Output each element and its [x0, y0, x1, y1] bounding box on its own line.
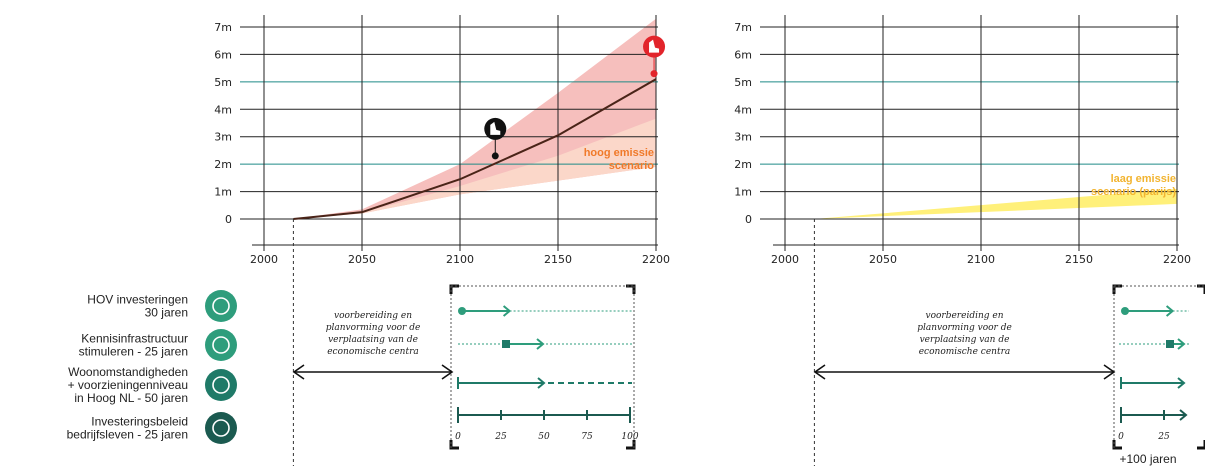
y-tick-label: 4m: [214, 103, 232, 116]
scale-tick-label: 25: [494, 432, 507, 442]
chart-left: 0 1m 2m 3m 4m 5m 6m 7m 2000 2050 2100 2150 2200 hoog …: [214, 15, 670, 466]
row-start-square: [1166, 340, 1174, 348]
tide-symbol: [649, 39, 660, 53]
y-tick-label: 0: [745, 213, 752, 226]
money-icon: [205, 412, 237, 444]
prep-text: economische centra: [327, 347, 419, 357]
marker-point: [650, 70, 658, 78]
row-start-dot: [458, 307, 466, 315]
x-tick-label: 2000: [771, 253, 799, 266]
measure-label: bedrijfsleven - 25 jaren: [67, 428, 188, 442]
bracket-corner: [1197, 284, 1205, 294]
scale-tick-label: 100: [621, 432, 638, 442]
tide-symbol: [490, 121, 501, 135]
arrow-head-left: [813, 364, 826, 380]
measure-label: stimuleren - 25 jaren: [79, 345, 188, 359]
bus-icon: [205, 290, 237, 322]
marker-point: [491, 152, 499, 160]
lightbulb-icon: [205, 329, 237, 361]
measure-label: 30 jaren: [145, 306, 188, 320]
bracket-corner: [449, 284, 459, 294]
y-tick-label: 1m: [734, 186, 752, 199]
row-arrow: [536, 338, 545, 350]
measure-label: + voorzieningenniveau: [68, 378, 188, 392]
prep-text: voorbereiding en: [926, 311, 1004, 321]
prep-text: planvorming voor de: [917, 323, 1012, 333]
scenario-label: scenario: [609, 160, 655, 172]
footer-label: +100 jaren: [1119, 452, 1176, 466]
x-tick-label: 2100: [446, 253, 474, 266]
y-tick-label: 6m: [734, 48, 752, 61]
y-tick-label: 4m: [734, 103, 752, 116]
y-tick-label: 6m: [214, 48, 232, 61]
prep-text: verplaatsing van de: [328, 335, 418, 345]
prep-text: economische centra: [919, 347, 1011, 357]
timeline-left: voorbereiding en planvorming voor de verpl…: [292, 284, 639, 450]
measure-label: Woonomstandigheden: [68, 365, 188, 379]
row-start-dot: [1121, 307, 1129, 315]
series-line: [293, 78, 657, 220]
arrow-head-right: [1103, 364, 1116, 380]
y-tick-label: 2m: [214, 158, 232, 171]
icon-glyph: [212, 419, 230, 437]
y-tick-label: 0: [225, 213, 232, 226]
y-tick-label: 3m: [734, 131, 752, 144]
y-tick-label: 1m: [214, 186, 232, 199]
scale-tick-label: 75: [581, 432, 593, 442]
scale-tick-label: 0: [1118, 432, 1124, 442]
scale-tick-label: 50: [538, 432, 550, 442]
y-tick-label: 7m: [734, 21, 752, 34]
x-tick-label: 2200: [1163, 253, 1191, 266]
x-tick-label: 2200: [642, 253, 670, 266]
x-tick-label: 2050: [869, 253, 897, 266]
y-tick-label: 5m: [214, 76, 232, 89]
row-arrow: [1177, 377, 1186, 389]
uncertainty-band: [814, 188, 1177, 219]
x-tick-label: 2150: [544, 253, 572, 266]
icon-glyph: [212, 336, 230, 354]
bracket-corner: [1112, 284, 1122, 294]
x-tick-label: 2050: [348, 253, 376, 266]
prep-text: planvorming voor de: [326, 323, 421, 333]
scale-arrow: [1179, 409, 1188, 421]
arrow-head-right: [441, 364, 454, 380]
y-tick-label: 3m: [214, 131, 232, 144]
scale-tick-label: 0: [455, 432, 461, 442]
x-tick-label: 2150: [1065, 253, 1093, 266]
row-start-square: [502, 340, 510, 348]
y-tick-label: 2m: [734, 158, 752, 171]
y-tick-label: 5m: [734, 76, 752, 89]
chart-right: 0 1m 2m 3m 4m 5m 6m 7m 2000 2050 2100 2150 2200 laag …: [734, 15, 1191, 466]
house-icon: [205, 369, 237, 401]
arrow-head-left: [292, 364, 305, 380]
scenario-label: laag emissie: [1111, 173, 1176, 185]
measure-label: in Hoog NL - 50 jaren: [74, 391, 188, 405]
measure-label: Kennisinfrastructuur: [81, 332, 188, 346]
bracket-corner: [626, 284, 636, 294]
timeline-right: voorbereiding en planvorming voor de verpl…: [813, 284, 1205, 466]
prep-text: voorbereiding en: [334, 311, 412, 321]
measure-label: Investeringsbeleid: [91, 415, 188, 429]
x-tick-label: 2100: [967, 253, 995, 266]
scenario-label: hoog emissie: [584, 147, 654, 159]
icon-glyph: [212, 297, 230, 315]
bracket-corner: [1197, 440, 1205, 450]
lower-band: [293, 118, 656, 219]
scenario-label: scenario (parijs): [1091, 186, 1176, 198]
row-arrow: [1165, 305, 1175, 317]
x-tick-label: 2000: [250, 253, 278, 266]
scale-tick-label: 25: [1157, 432, 1170, 442]
row-arrow: [537, 377, 546, 389]
icon-glyph: [212, 376, 230, 394]
prep-text: verplaatsing van de: [920, 335, 1010, 345]
row-arrow: [1177, 338, 1186, 350]
y-tick-label: 7m: [214, 21, 232, 34]
measure-label: HOV investeringen: [87, 293, 188, 307]
row-arrow: [502, 305, 512, 317]
